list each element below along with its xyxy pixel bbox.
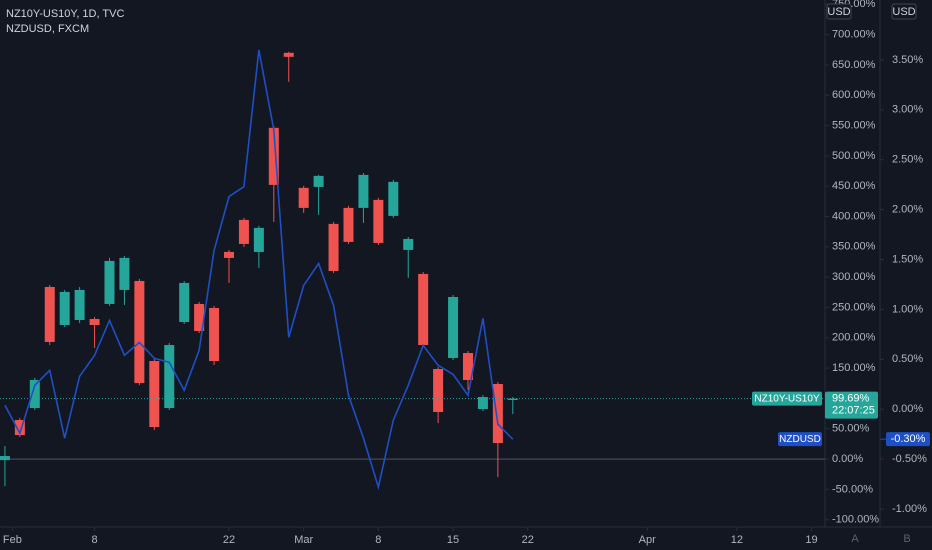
y2-tick-label: 1.00% — [892, 303, 923, 315]
y2-tick-label: 1.50% — [892, 253, 923, 265]
x-tick-label: 15 — [447, 534, 459, 546]
y-tick-label: -100.00% — [832, 514, 879, 526]
y-tick-label: 350.00% — [832, 241, 876, 253]
y-tick-label: 50.00% — [832, 423, 870, 435]
candle-body — [492, 384, 503, 444]
candle-body — [462, 353, 473, 380]
candle-body — [283, 52, 294, 57]
candle-body — [89, 318, 100, 325]
scale-button[interactable]: B — [903, 533, 910, 545]
countdown-label: 22:07:25 — [832, 405, 875, 417]
currency-label: USD — [892, 6, 915, 18]
y-tick-label: 400.00% — [832, 210, 876, 222]
y-tick-label: 500.00% — [832, 150, 876, 162]
candle-body — [223, 251, 234, 258]
x-tick-label: 8 — [91, 534, 97, 546]
candle-body — [358, 174, 369, 208]
candle-body — [149, 361, 160, 428]
y2-tick-label: 3.50% — [892, 54, 923, 66]
y-tick-label: 300.00% — [832, 271, 876, 283]
candle-body — [328, 223, 339, 271]
candle-body — [507, 398, 518, 401]
series-name-tag-label: NZ10Y-US10Y — [754, 393, 820, 404]
candle-body — [194, 303, 205, 331]
y-tick-label: 700.00% — [832, 28, 876, 40]
series-name-tag-label: NZDUSD — [779, 434, 821, 445]
candle-body — [119, 257, 130, 290]
x-tick-label: 22 — [522, 534, 534, 546]
candle-body — [418, 273, 429, 346]
x-tick-label: Mar — [294, 534, 313, 546]
candle-body — [433, 369, 444, 413]
y-tick-label: 550.00% — [832, 119, 876, 131]
candle-body — [179, 282, 190, 322]
legend-title: NZDUSD, FXCM — [6, 23, 89, 35]
currency-box[interactable] — [891, 3, 917, 20]
y-tick-label: -50.00% — [832, 483, 873, 495]
candle-body — [164, 345, 175, 409]
y2-tick-label: 0.50% — [892, 353, 923, 365]
y-tick-label: 200.00% — [832, 332, 876, 344]
candle-body — [209, 307, 220, 362]
candle-body — [29, 379, 40, 409]
y2-tick-label: 2.50% — [892, 154, 923, 166]
x-tick-label: 12 — [731, 534, 743, 546]
y-tick-label: 0.00% — [832, 453, 863, 465]
candle-body — [373, 199, 384, 243]
x-tick-label: Apr — [639, 534, 656, 546]
candle-body — [343, 207, 354, 242]
y2-tick-label: -0.50% — [892, 453, 927, 465]
candle-body — [0, 456, 10, 461]
candle-body — [298, 187, 309, 208]
last-price-label: 99.69% — [832, 393, 870, 405]
candle-body — [44, 286, 55, 342]
y-tick-label: 250.00% — [832, 301, 876, 313]
x-tick-label: 22 — [223, 534, 235, 546]
legend-title: NZ10Y-US10Y, 1D, TVC — [6, 8, 124, 20]
last-price-tag — [825, 391, 878, 419]
candle-body — [448, 296, 459, 358]
candle-body — [477, 397, 488, 410]
candle-body — [238, 219, 249, 244]
candle-body — [388, 181, 399, 216]
x-tick-label: 19 — [805, 534, 817, 546]
y-tick-label: 450.00% — [832, 180, 876, 192]
scale-button[interactable]: A — [851, 533, 859, 545]
y-tick-label: 750.00% — [832, 0, 876, 10]
currency-label: USD — [827, 6, 850, 18]
y-tick-label: 600.00% — [832, 89, 876, 101]
y2-tick-label: 2.00% — [892, 204, 923, 216]
series-name-tag — [752, 391, 822, 406]
currency-box[interactable] — [826, 3, 852, 20]
candle-body — [403, 238, 414, 250]
last-value-label: -0.30% — [891, 433, 926, 445]
candle-body — [104, 260, 115, 304]
y2-tick-label: 0.00% — [892, 403, 923, 415]
candle-body — [268, 127, 279, 185]
series-name-tag — [778, 432, 822, 447]
candle-body — [134, 280, 145, 384]
candle-body — [14, 420, 25, 436]
candle-body — [74, 289, 85, 320]
y2-tick-label: 3.00% — [892, 104, 923, 116]
last-value-tag — [886, 432, 930, 447]
candle-body — [253, 227, 264, 252]
x-tick-label: 8 — [375, 534, 381, 546]
line-series — [4, 49, 514, 491]
y-tick-label: 150.00% — [832, 362, 876, 374]
x-tick-label: Feb — [3, 534, 22, 546]
candle-body — [59, 291, 70, 325]
y2-tick-label: -1.00% — [892, 503, 927, 515]
y-tick-label: 650.00% — [832, 59, 876, 71]
candle-body — [313, 175, 324, 187]
